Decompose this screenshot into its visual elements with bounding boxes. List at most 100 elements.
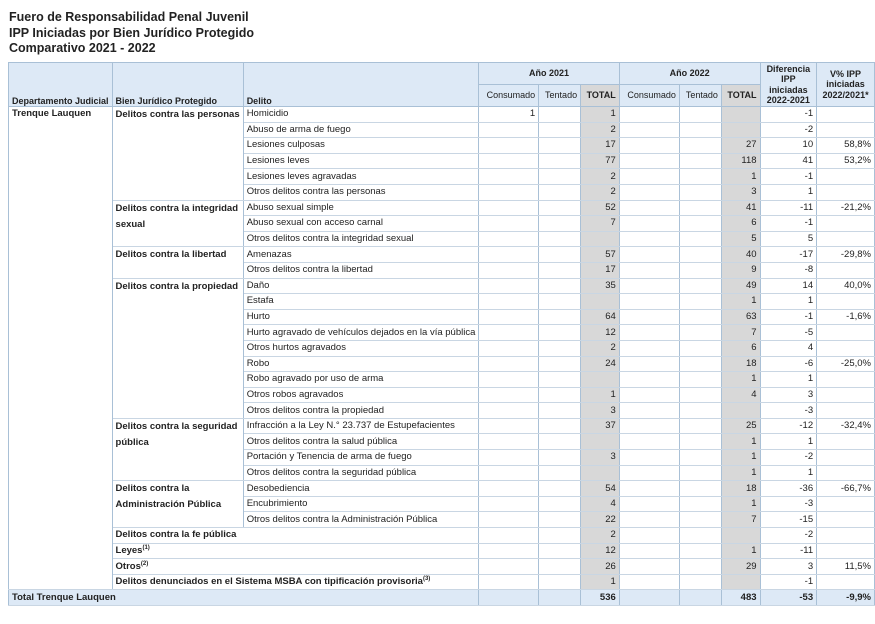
table-row: Delitos contra la fe pública 2 -2 (9, 527, 875, 544)
value-cell (816, 386, 875, 404)
value-cell: 1 (720, 464, 761, 482)
row-label: Delitos denunciados en el Sistema MSBA c… (111, 573, 480, 591)
value-cell (538, 527, 582, 544)
value-cell: -2 (759, 527, 818, 544)
value-cell (618, 495, 680, 513)
value-cell: 1 (720, 495, 761, 513)
value-cell (678, 417, 722, 435)
value-cell (478, 558, 540, 575)
value-cell: 3 (759, 558, 818, 575)
value-cell: -15 (759, 511, 818, 529)
value-cell (678, 324, 722, 341)
value-cell (538, 433, 582, 451)
value-cell: 1 (759, 293, 818, 310)
value-cell: -3 (759, 402, 818, 419)
value-cell (618, 152, 680, 170)
delito: Estafa (242, 293, 480, 310)
table-row: Otros delitos contra la seguridad públic… (9, 464, 875, 482)
value-cell: 10 (759, 137, 818, 154)
table-row: Portación y Tenencia de arma de fuego 3 1-… (9, 449, 875, 466)
delito: Lesiones leves (242, 152, 480, 170)
delito: Portación y Tenencia de arma de fuego (242, 449, 480, 466)
value-cell: 2 (580, 183, 620, 201)
value-cell: 77 (580, 152, 620, 170)
value-cell (478, 573, 540, 591)
value-cell (478, 246, 540, 263)
value-cell: 2 (580, 527, 620, 544)
value-cell (618, 402, 680, 419)
value-cell (478, 355, 540, 373)
value-cell (618, 386, 680, 404)
value-cell (618, 417, 680, 435)
value-cell: 3 (580, 449, 620, 466)
value-cell: 4 (580, 495, 620, 513)
value-cell (816, 261, 875, 279)
value-cell: 12 (580, 324, 620, 341)
value-cell (538, 449, 582, 466)
value-cell: 4 (759, 339, 818, 357)
value-cell (678, 402, 722, 419)
label-text: Total Trenque Lauquen (12, 591, 116, 603)
value-cell (678, 573, 722, 591)
value-cell (678, 480, 722, 497)
table-row: Trenque Lauquen Delitos contra las person… (8, 105, 875, 591)
table-row: Delitos contra la libertad Amenazas 57 40 -1… (9, 246, 875, 279)
bien-juridico: Delitos contra la Administración Pública (111, 480, 244, 529)
value-cell: 57 (580, 246, 620, 263)
table-row: Hurto agravado de vehículos dejados en l… (9, 324, 875, 341)
value-cell: 3 (720, 183, 761, 201)
bien-juridico: Delitos contra la libertad (111, 246, 244, 279)
delito: Otros delitos contra la libertad (242, 261, 480, 279)
value-cell: 2 (580, 339, 620, 357)
value-cell (816, 449, 875, 466)
value-cell (478, 402, 540, 419)
value-cell: 1 (759, 371, 818, 388)
value-cell (618, 433, 680, 451)
delito: Otros delitos contra la seguridad públic… (242, 464, 480, 482)
value-cell: -11 (759, 199, 818, 217)
bien-juridico: Delitos contra la propiedad (111, 277, 244, 419)
value-cell: 18 (720, 355, 761, 373)
value-cell (618, 121, 680, 139)
value-cell: 9 (720, 261, 761, 279)
value-cell (538, 230, 582, 248)
value-cell (478, 480, 540, 497)
value-cell (816, 371, 875, 388)
sub-header: TOTAL (720, 84, 761, 107)
value-cell: 5 (759, 230, 818, 248)
bien-juridico: Delitos contra la seguridad pública (111, 417, 244, 482)
value-cell: 12 (580, 542, 620, 560)
value-cell (816, 402, 875, 419)
value-cell: -1 (759, 308, 818, 326)
value-cell (538, 339, 582, 357)
value-cell: -1 (759, 573, 818, 591)
value-cell: -1 (759, 215, 818, 232)
value-cell (618, 324, 680, 341)
value-cell (618, 371, 680, 388)
table-row: Delitos denunciados en el Sistema MSBA c… (9, 573, 875, 591)
value-cell: 6 (720, 339, 761, 357)
sub-header: TOTAL (580, 84, 620, 107)
value-cell: 58,8% (816, 137, 875, 154)
value-cell (816, 168, 875, 185)
delito: Otros delitos contra la integridad sexua… (242, 230, 480, 248)
value-cell: 63 (720, 308, 761, 326)
value-cell (678, 230, 722, 248)
header-row: Departamento Judicial Bien Jurídico Prot… (8, 62, 875, 107)
value-cell (538, 417, 582, 435)
value-cell: 6 (720, 215, 761, 232)
table-row: Otros delitos contra las personas 2 3 1 (9, 183, 875, 201)
value-cell (478, 152, 540, 170)
delito: Hurto agravado de vehículos dejados en l… (242, 324, 480, 341)
value-cell (678, 152, 722, 170)
value-cell (618, 215, 680, 232)
value-cell (538, 480, 582, 497)
value-cell: 14 (759, 277, 818, 295)
value-cell (678, 246, 722, 263)
value-cell (618, 339, 680, 357)
value-cell (478, 542, 540, 560)
value-cell (538, 106, 582, 123)
delito: Abuso sexual simple (242, 199, 480, 217)
value-cell (678, 183, 722, 201)
